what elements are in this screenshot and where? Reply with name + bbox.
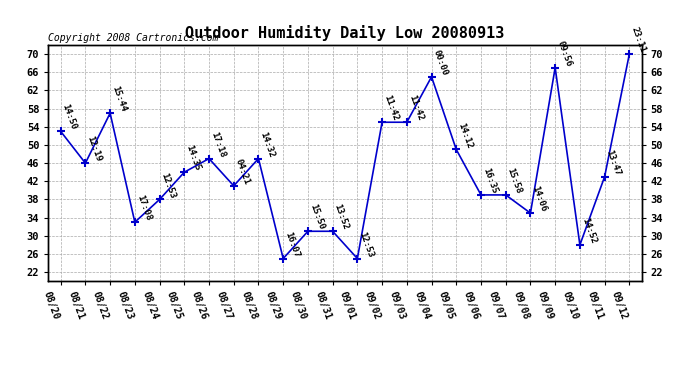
Text: 11:42: 11:42	[382, 94, 400, 122]
Text: 16:35: 16:35	[481, 166, 499, 195]
Text: 13:52: 13:52	[333, 203, 351, 231]
Text: 17:18: 17:18	[209, 130, 226, 159]
Text: 23:11: 23:11	[629, 26, 647, 54]
Text: 15:44: 15:44	[110, 85, 128, 113]
Text: 00:00: 00:00	[431, 48, 449, 77]
Text: 14:52: 14:52	[580, 217, 598, 245]
Text: 13:47: 13:47	[604, 148, 622, 177]
Text: 14:12: 14:12	[456, 121, 474, 150]
Text: 09:56: 09:56	[555, 39, 573, 68]
Text: 14:06: 14:06	[531, 185, 548, 213]
Text: 12:19: 12:19	[86, 135, 103, 163]
Text: 12:53: 12:53	[357, 230, 375, 258]
Text: 11:42: 11:42	[407, 94, 424, 122]
Title: Outdoor Humidity Daily Low 20080913: Outdoor Humidity Daily Low 20080913	[186, 25, 504, 41]
Text: 14:35: 14:35	[184, 144, 202, 172]
Text: 15:58: 15:58	[506, 166, 523, 195]
Text: Copyright 2008 Cartronics.com: Copyright 2008 Cartronics.com	[48, 33, 219, 43]
Text: 15:50: 15:50	[308, 203, 326, 231]
Text: 17:08: 17:08	[135, 194, 152, 222]
Text: 14:32: 14:32	[259, 130, 276, 159]
Text: 14:50: 14:50	[61, 103, 78, 131]
Text: 04:21: 04:21	[234, 158, 251, 186]
Text: 12:53: 12:53	[159, 171, 177, 200]
Text: 16:07: 16:07	[283, 230, 301, 258]
